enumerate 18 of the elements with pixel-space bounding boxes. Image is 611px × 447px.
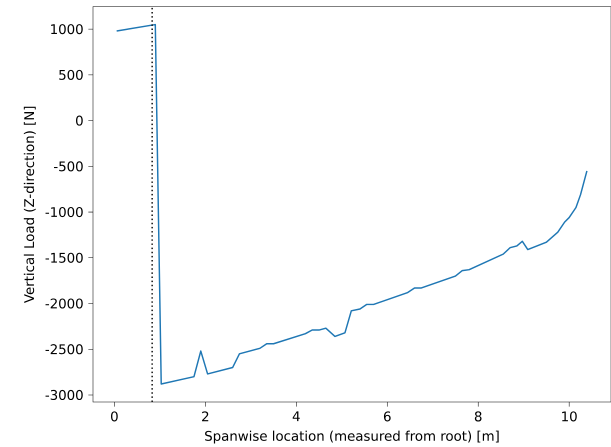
x-tick-label: 4 [292, 411, 300, 422]
x-axis-title: Spanwise location (measured from root) [m] [205, 430, 499, 444]
y-tick-label: 500 [59, 70, 83, 80]
y-tick-label: -500 [54, 161, 83, 172]
y-tick-label: -1000 [46, 207, 83, 218]
y-tick-label: -1500 [46, 252, 83, 263]
x-tick-label: 6 [384, 411, 391, 422]
line-series [116, 24, 588, 385]
y-tick-label: -2000 [46, 298, 83, 309]
x-tick-label: 10 [562, 411, 577, 422]
y-tick-label: -2500 [46, 344, 83, 354]
x-tick-label: 2 [202, 411, 208, 422]
x-tick-label: 8 [474, 411, 482, 422]
y-tick-label: 1000 [51, 24, 83, 34]
x-tick-label: 0 [111, 411, 118, 422]
y-tick-label: 0 [76, 116, 83, 126]
y-tick-label: -3000 [46, 390, 83, 400]
y-axis-title: Vertical Load (Z-direction) [N] [24, 106, 36, 303]
